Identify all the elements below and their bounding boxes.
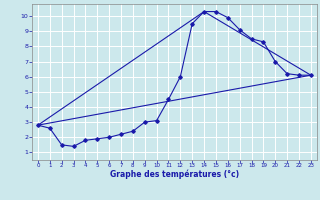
X-axis label: Graphe des températures (°c): Graphe des températures (°c) (110, 170, 239, 179)
